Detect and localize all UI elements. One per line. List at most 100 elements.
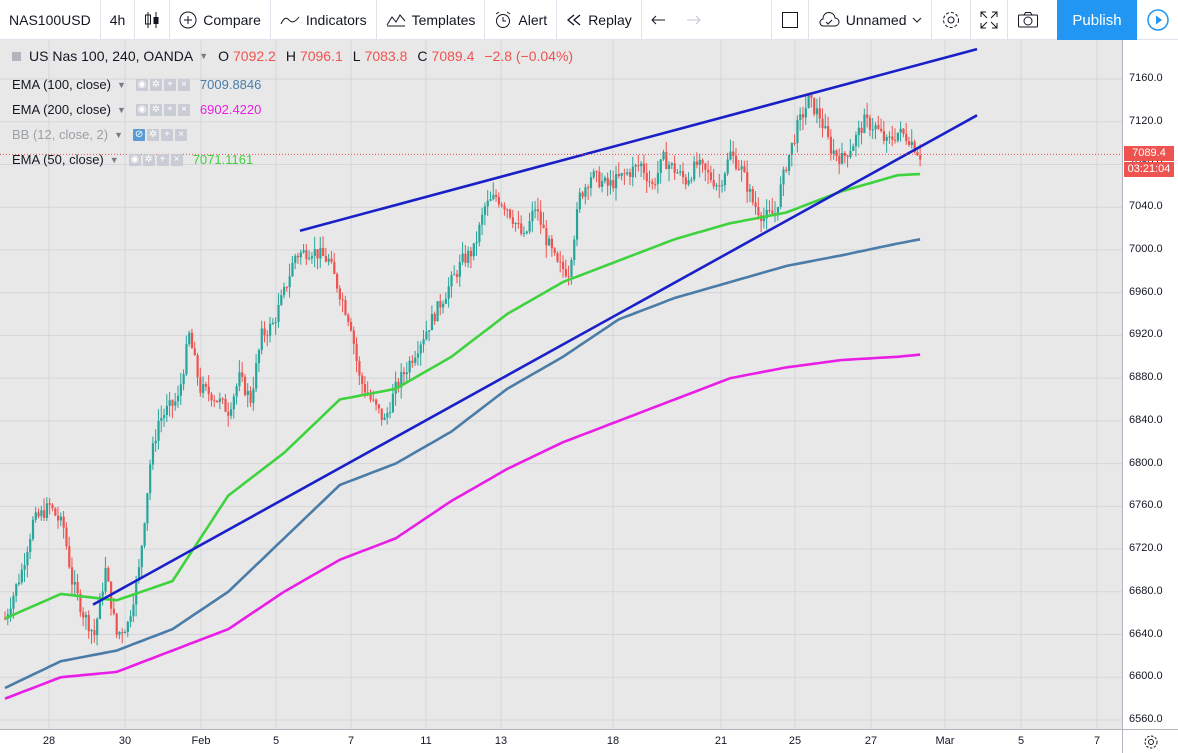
candle-body xyxy=(263,328,266,336)
chart-style-button[interactable] xyxy=(135,0,171,40)
price-chart[interactable] xyxy=(0,40,1122,729)
time-tick-label: 11 xyxy=(420,735,432,747)
candle-body xyxy=(380,408,383,420)
interval-button[interactable]: 4h xyxy=(101,0,136,40)
close-icon[interactable]: × xyxy=(177,103,190,116)
candle-body xyxy=(793,142,796,144)
close-icon[interactable]: × xyxy=(170,153,183,166)
candle-body xyxy=(458,262,461,277)
plus-icon[interactable]: + xyxy=(161,128,174,141)
candle-body xyxy=(587,187,590,189)
candle-body xyxy=(481,214,484,225)
candle-body xyxy=(573,239,576,261)
study-legend-ema100[interactable]: EMA (100, close) ▼ ◉ ✲ + × 7009.8846 xyxy=(12,77,261,92)
candle-body xyxy=(531,210,534,222)
fullscreen-toggle[interactable] xyxy=(772,0,809,40)
snapshot-button[interactable] xyxy=(1008,0,1048,40)
study-legend-ema50[interactable]: EMA (50, close) ▼ ◉ ✲ + × 7071.1161 xyxy=(12,152,253,167)
chart-grid xyxy=(0,40,1122,729)
trendlines[interactable] xyxy=(92,47,978,606)
plus-icon[interactable]: + xyxy=(163,103,176,116)
candle-body xyxy=(553,248,556,254)
resistance-trendline[interactable] xyxy=(299,47,978,232)
study-buttons[interactable]: ◉ ✲ + × xyxy=(135,103,190,116)
candle-body xyxy=(824,126,827,128)
candle-body xyxy=(866,114,869,118)
time-axis[interactable]: 28 30 Feb 5 7 11 13 18 21 25 27 Mar 5 7 xyxy=(0,729,1122,753)
study-value: 7009.8846 xyxy=(199,77,262,92)
close-icon[interactable]: × xyxy=(175,128,188,141)
candle-body xyxy=(578,192,581,210)
study-legend-ema200[interactable]: EMA (200, close) ▼ ◉ ✲ + × 6902.4220 xyxy=(12,102,261,117)
candle-body xyxy=(414,357,417,363)
eye-icon[interactable]: ◉ xyxy=(135,103,148,116)
alert-button[interactable]: Alert xyxy=(485,0,558,40)
candle-body xyxy=(210,394,213,401)
plus-icon[interactable]: + xyxy=(163,78,176,91)
chevron-down-icon[interactable]: ▼ xyxy=(199,51,209,61)
candle-body xyxy=(62,516,65,528)
candle-body xyxy=(121,632,124,634)
study-buttons[interactable]: ◉ ✲ + × xyxy=(135,78,190,91)
support-trendline[interactable] xyxy=(92,114,978,606)
chevron-down-icon[interactable]: ▼ xyxy=(117,79,126,90)
candle-body xyxy=(422,339,425,345)
study-legend-bb[interactable]: BB (12, close, 2) ▼ ⊘ ✲ + × xyxy=(12,127,193,142)
candle-body xyxy=(299,252,302,258)
symbol-search[interactable]: NAS100USD xyxy=(0,0,101,40)
candle-body xyxy=(93,630,96,636)
candle-body xyxy=(68,546,71,568)
cloud-check-icon xyxy=(819,11,840,27)
candle-body xyxy=(182,374,185,385)
candle-body xyxy=(469,250,473,257)
replay-button[interactable]: Replay xyxy=(557,0,642,40)
gear-icon[interactable]: ✲ xyxy=(149,103,162,116)
time-tick-label: 7 xyxy=(347,735,355,747)
redo-button[interactable] xyxy=(676,0,772,40)
publish-button[interactable]: Publish xyxy=(1057,0,1137,40)
price-tick-label: 7000.0 xyxy=(1129,242,1163,255)
candle-body xyxy=(246,390,249,396)
undo-button[interactable] xyxy=(642,0,676,40)
symbol-label: NAS100USD xyxy=(9,11,91,28)
eye-icon[interactable]: ◉ xyxy=(135,78,148,91)
candle-body xyxy=(37,512,40,517)
candle-body xyxy=(843,153,846,156)
time-tick-label: 25 xyxy=(788,735,802,747)
candle-body xyxy=(698,159,701,165)
candle-body xyxy=(779,184,782,207)
chevron-down-icon[interactable]: ▼ xyxy=(114,129,124,140)
study-buttons[interactable]: ⊘ ✲ + × xyxy=(133,128,188,141)
indicators-button[interactable]: Indicators xyxy=(271,0,377,40)
candle-body xyxy=(545,228,548,246)
chevron-down-icon[interactable]: ▼ xyxy=(109,154,119,165)
eye-hidden-icon[interactable]: ⊘ xyxy=(133,128,146,141)
compare-button[interactable]: Compare xyxy=(170,0,271,40)
candle-body xyxy=(372,399,375,401)
auto-scale-settings[interactable] xyxy=(1122,729,1178,753)
plus-icon[interactable]: + xyxy=(156,153,169,166)
gear-icon[interactable]: ✲ xyxy=(149,78,162,91)
gear-icon[interactable]: ✲ xyxy=(142,153,155,166)
candle-body xyxy=(132,604,135,617)
play-button[interactable] xyxy=(1137,0,1178,40)
gear-icon[interactable]: ✲ xyxy=(147,128,160,141)
price-axis[interactable]: 6560.0 6600.0 6640.0 6680.0 6720.0 6760.0 6800… xyxy=(1122,40,1178,729)
candle-body xyxy=(213,400,216,402)
candle-body xyxy=(668,164,671,170)
candle-body xyxy=(687,180,690,185)
layout-menu[interactable]: Unnamed xyxy=(809,0,933,40)
time-tick-label: 27 xyxy=(864,735,878,747)
candle-body xyxy=(224,398,227,412)
chevron-down-icon[interactable]: ▼ xyxy=(117,104,126,115)
candle-body xyxy=(252,388,255,403)
close-icon[interactable]: × xyxy=(177,78,190,91)
candle-body xyxy=(603,177,607,182)
templates-button[interactable]: Templates xyxy=(377,0,486,40)
eye-icon[interactable]: ◉ xyxy=(128,153,141,166)
settings-button[interactable] xyxy=(932,0,972,40)
fullscreen-button[interactable] xyxy=(971,0,1009,40)
candle-body xyxy=(734,155,738,169)
study-buttons[interactable]: ◉ ✲ + × xyxy=(128,153,183,166)
candle-body xyxy=(294,255,297,263)
